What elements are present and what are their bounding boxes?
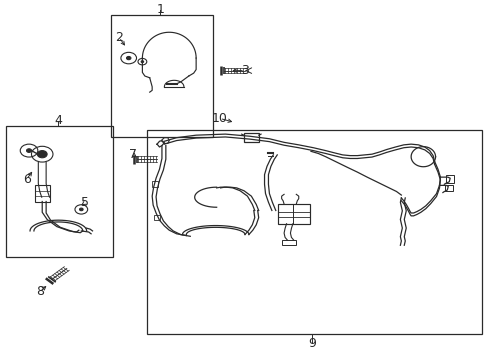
Circle shape <box>79 208 83 211</box>
Circle shape <box>126 57 131 60</box>
Text: 5: 5 <box>81 196 89 209</box>
Text: 1: 1 <box>156 3 165 16</box>
Circle shape <box>26 149 31 152</box>
Bar <box>278 204 310 224</box>
Text: 8: 8 <box>36 285 44 298</box>
Bar <box>282 239 296 245</box>
Bar <box>445 185 453 192</box>
Bar <box>154 215 160 220</box>
Bar <box>147 130 482 334</box>
Circle shape <box>37 150 47 158</box>
Bar <box>152 181 158 187</box>
Text: 3: 3 <box>241 64 249 77</box>
Text: 10: 10 <box>212 112 227 125</box>
Text: 6: 6 <box>23 173 30 186</box>
Text: 9: 9 <box>308 337 316 350</box>
Bar <box>5 126 113 257</box>
Bar <box>244 134 259 142</box>
Text: 2: 2 <box>115 31 123 44</box>
Circle shape <box>141 61 144 63</box>
Text: 4: 4 <box>54 114 62 127</box>
Text: 7: 7 <box>128 148 137 161</box>
Bar <box>35 185 49 202</box>
Bar <box>446 175 454 183</box>
Bar <box>111 15 213 137</box>
